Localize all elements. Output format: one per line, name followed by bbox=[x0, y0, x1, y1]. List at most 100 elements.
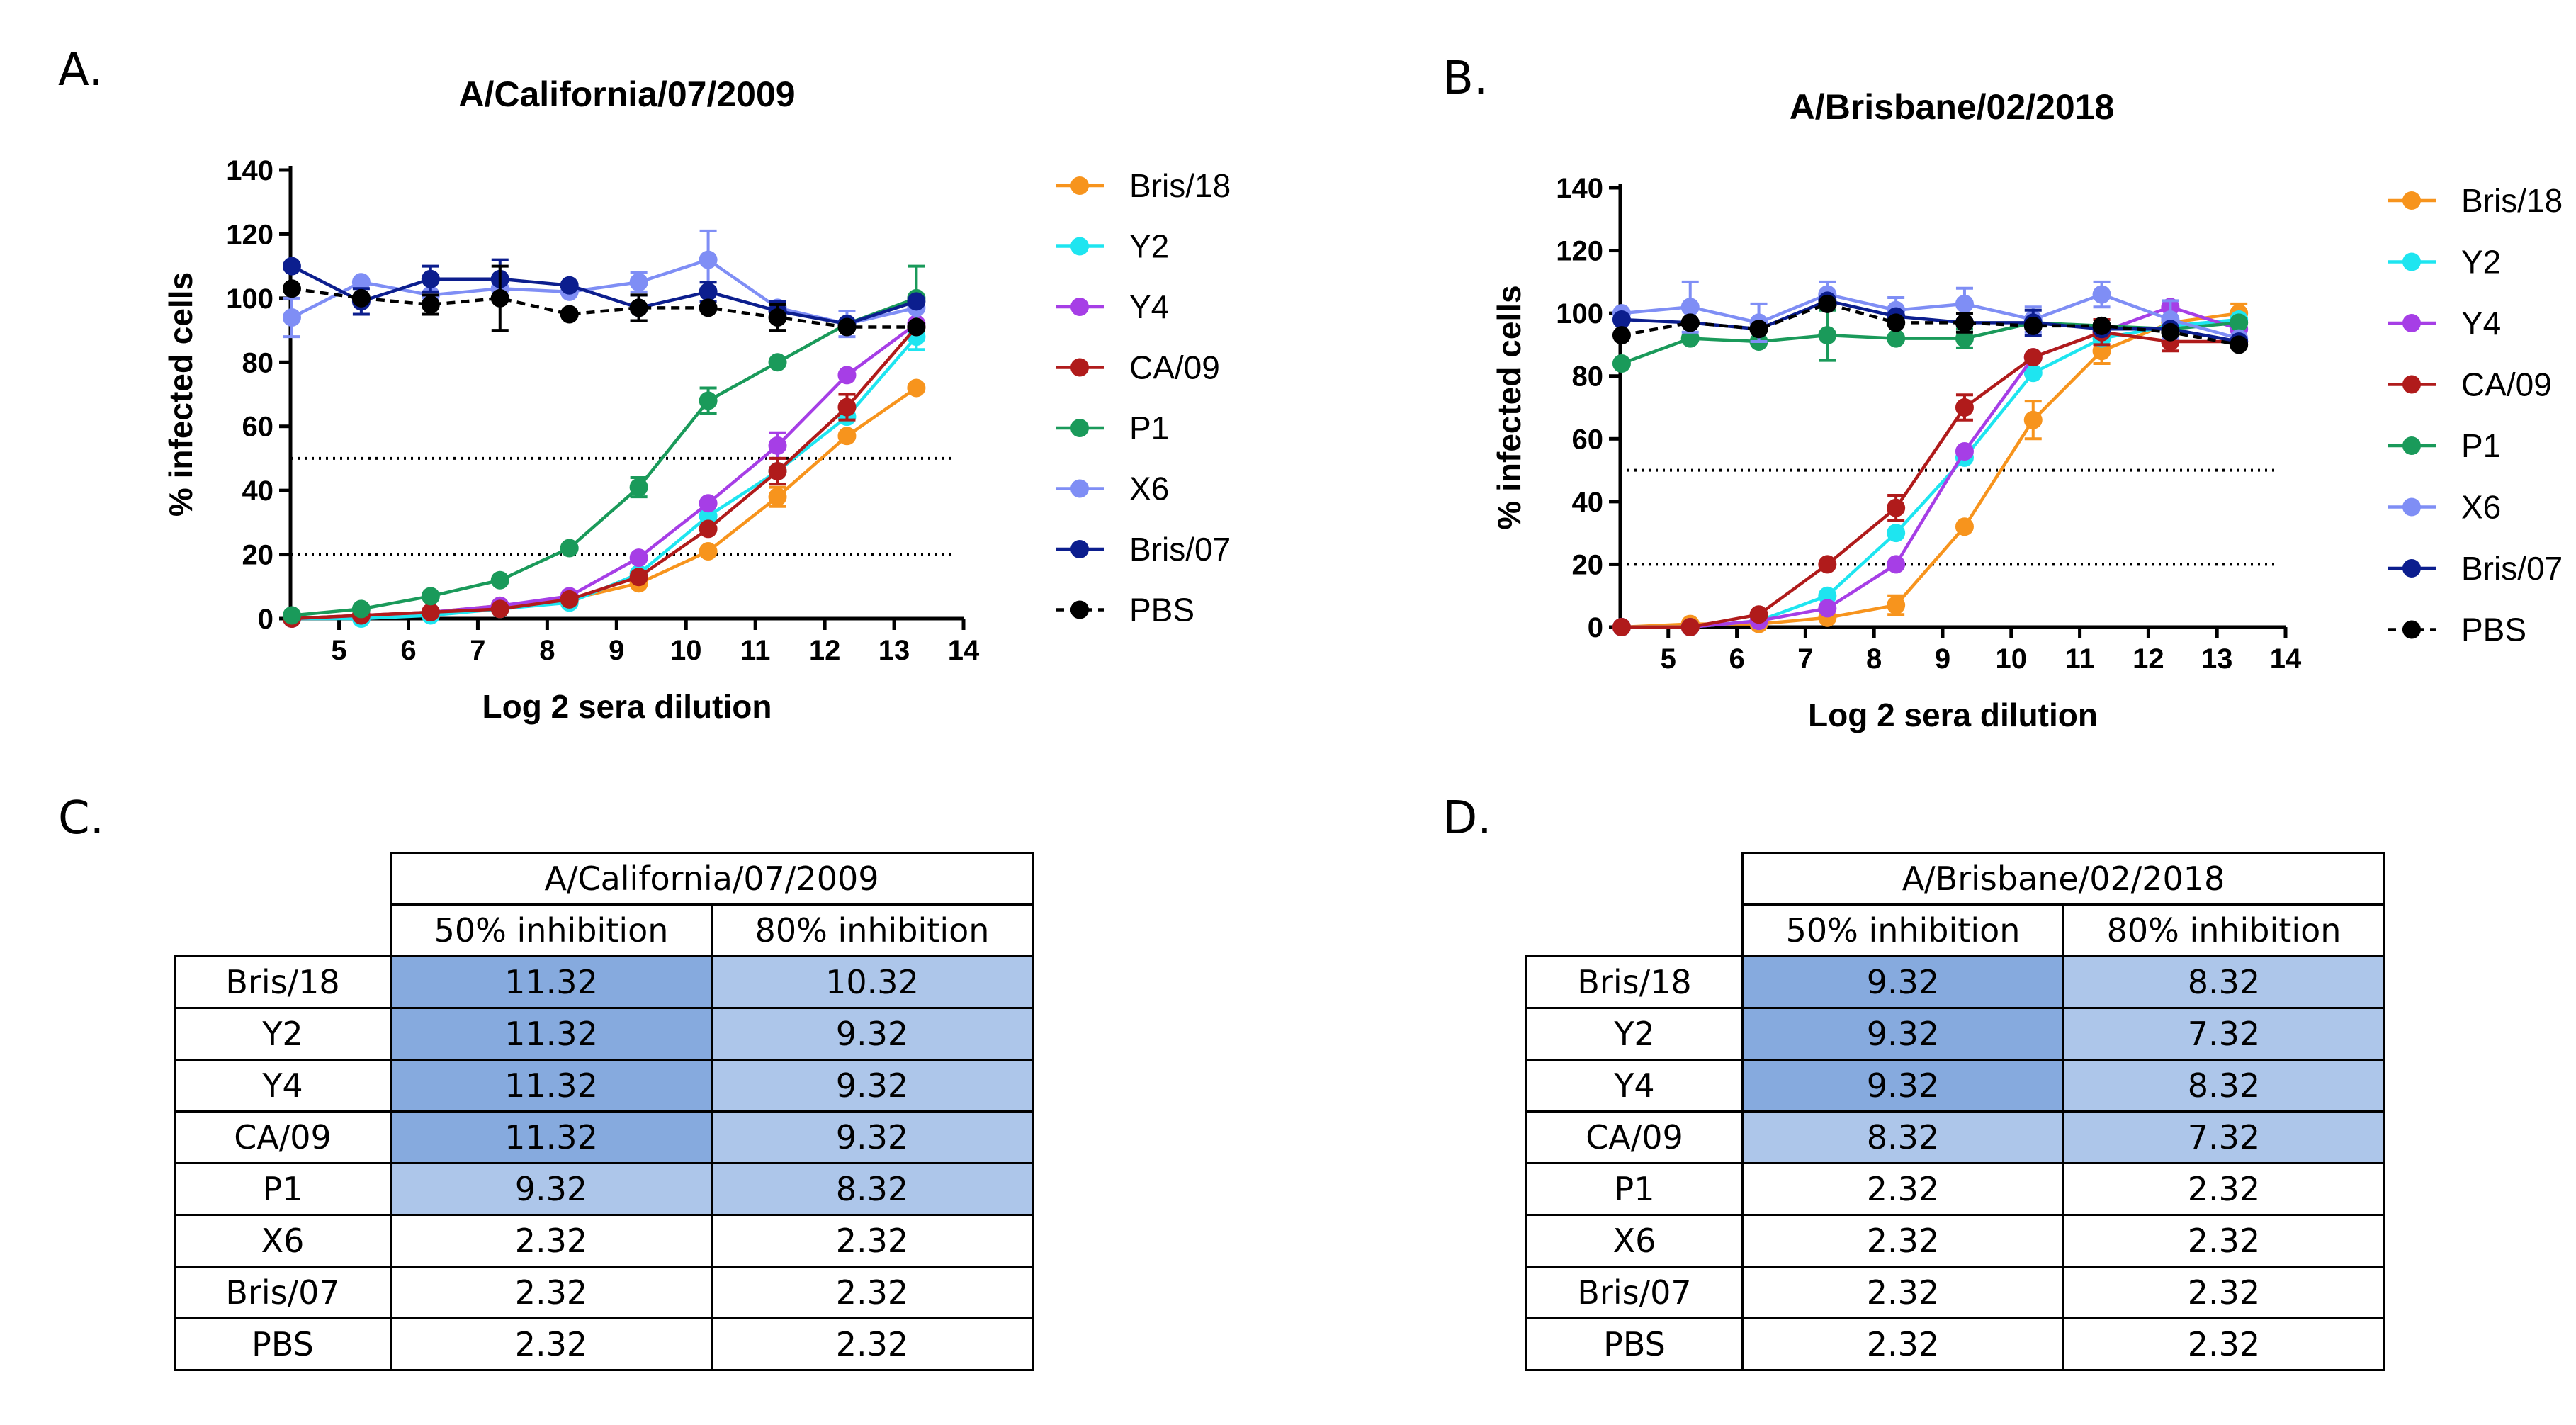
row-label: P1 bbox=[174, 1162, 392, 1216]
legend-label: CA/09 bbox=[2461, 366, 2552, 403]
legend-label: Bris/07 bbox=[2461, 550, 2563, 587]
data-point bbox=[282, 308, 301, 327]
legend-marker bbox=[1070, 298, 1089, 316]
data-point bbox=[837, 317, 857, 337]
data-point bbox=[1680, 313, 1700, 332]
cell-50: 2.32 bbox=[390, 1317, 713, 1371]
data-point bbox=[282, 606, 301, 625]
series-bris-18 bbox=[282, 378, 926, 628]
x-tick-label: 10 bbox=[1996, 643, 2028, 675]
data-point bbox=[1680, 298, 1700, 317]
series-line bbox=[291, 386, 917, 621]
legend-label: Bris/18 bbox=[1129, 167, 1231, 204]
data-point bbox=[1955, 313, 1974, 332]
legend-label: PBS bbox=[1129, 592, 1194, 629]
data-point bbox=[1887, 596, 1906, 614]
panel-label-c: C. bbox=[58, 792, 105, 845]
x-tick-label: 9 bbox=[609, 635, 624, 666]
series-pbs bbox=[282, 264, 926, 337]
data-point bbox=[2023, 364, 2043, 383]
x-tick-label: 6 bbox=[400, 635, 416, 666]
legend-entry: Bris/18 bbox=[1056, 167, 1231, 204]
data-point bbox=[1955, 294, 1974, 313]
x-tick-label: 11 bbox=[2064, 643, 2094, 675]
data-point bbox=[1887, 313, 1906, 332]
data-point bbox=[421, 587, 440, 606]
cell-50: 8.32 bbox=[1741, 1110, 2064, 1164]
data-point bbox=[490, 599, 509, 619]
legend-marker bbox=[2402, 375, 2421, 394]
data-point bbox=[768, 353, 787, 372]
y-tick-label: 60 bbox=[242, 412, 274, 443]
table-subheader-row: 50% inhibition 80% inhibition bbox=[1527, 903, 2385, 957]
legend-entry: PBS bbox=[1056, 592, 1194, 629]
cell-50: 2.32 bbox=[390, 1266, 713, 1319]
table-title: A/California/07/2009 bbox=[390, 852, 1034, 906]
series-bris-07 bbox=[282, 257, 926, 334]
y-tick-label: 100 bbox=[226, 283, 273, 315]
data-point bbox=[2230, 335, 2249, 354]
x-tick-label: 12 bbox=[2132, 643, 2164, 675]
legend-entry: Y4 bbox=[1056, 288, 1169, 325]
legend-marker bbox=[2402, 559, 2421, 578]
row-label: Y2 bbox=[1525, 1007, 1744, 1061]
cell-80: 7.32 bbox=[2062, 1007, 2385, 1061]
data-point bbox=[907, 378, 926, 398]
y-tick-label: 140 bbox=[226, 155, 273, 186]
data-point bbox=[1612, 310, 1631, 329]
series-line bbox=[1621, 302, 2239, 347]
table-row: Y2 11.32 9.32 bbox=[174, 1007, 1034, 1061]
series-line bbox=[290, 258, 917, 326]
y-tick-label: 40 bbox=[1572, 487, 1604, 518]
data-point bbox=[560, 305, 579, 324]
cell-50: 2.32 bbox=[1741, 1162, 2064, 1216]
table-row: Bris/18 11.32 10.32 bbox=[174, 955, 1034, 1009]
data-point bbox=[1612, 618, 1631, 636]
data-point bbox=[1818, 326, 1837, 345]
cell-80: 2.32 bbox=[2062, 1266, 2385, 1319]
cell-80: 2.32 bbox=[711, 1266, 1034, 1319]
cell-80: 9.32 bbox=[711, 1110, 1034, 1164]
legend-label: Bris/07 bbox=[1129, 531, 1231, 568]
data-point bbox=[1680, 618, 1700, 636]
legend-entry: CA/09 bbox=[2388, 366, 2552, 403]
x-tick-label: 14 bbox=[948, 635, 980, 666]
x-tick-label: 7 bbox=[1797, 643, 1813, 675]
cell-80: 2.32 bbox=[711, 1214, 1034, 1268]
y-tick-label: 100 bbox=[1556, 298, 1603, 330]
legend-label: PBS bbox=[2461, 612, 2526, 648]
data-point bbox=[1818, 294, 1837, 313]
data-point bbox=[768, 436, 787, 455]
series-y2 bbox=[1612, 310, 2249, 636]
cell-80: 2.32 bbox=[711, 1317, 1034, 1371]
y-tick-label: 60 bbox=[1572, 424, 1604, 455]
table-title: A/Brisbane/02/2018 bbox=[1741, 852, 2385, 906]
data-point bbox=[560, 590, 579, 609]
legend-marker bbox=[2402, 620, 2421, 639]
legend-marker bbox=[1070, 479, 1089, 498]
row-label: X6 bbox=[174, 1214, 392, 1268]
data-point bbox=[629, 298, 648, 317]
x-tick-label: 11 bbox=[740, 635, 770, 666]
legend-entry: Y2 bbox=[1056, 228, 1169, 265]
legend-entry: X6 bbox=[1056, 471, 1169, 507]
data-point bbox=[421, 269, 440, 288]
row-label: Y4 bbox=[174, 1059, 392, 1113]
table-row: PBS 2.32 2.32 bbox=[1525, 1317, 2385, 1371]
series-line bbox=[291, 296, 917, 617]
data-point bbox=[768, 462, 787, 481]
legend-marker bbox=[1070, 176, 1089, 195]
cell-50: 2.32 bbox=[390, 1214, 713, 1268]
legend-marker bbox=[2402, 314, 2421, 332]
table-row: Bris/07 2.32 2.32 bbox=[1525, 1266, 2385, 1319]
legend-label: CA/09 bbox=[1129, 349, 1220, 386]
legend-label: Y2 bbox=[2461, 244, 2501, 281]
chart-title: A/Brisbane/02/2018 bbox=[1790, 87, 2115, 127]
cell-80: 8.32 bbox=[2062, 1059, 2385, 1113]
legend-marker bbox=[1070, 540, 1089, 558]
legend-label: Y2 bbox=[1129, 228, 1169, 265]
cell-50: 11.32 bbox=[390, 955, 713, 1009]
data-point bbox=[629, 548, 648, 568]
x-tick-label: 9 bbox=[1935, 643, 1950, 675]
series-y4 bbox=[1612, 298, 2249, 636]
